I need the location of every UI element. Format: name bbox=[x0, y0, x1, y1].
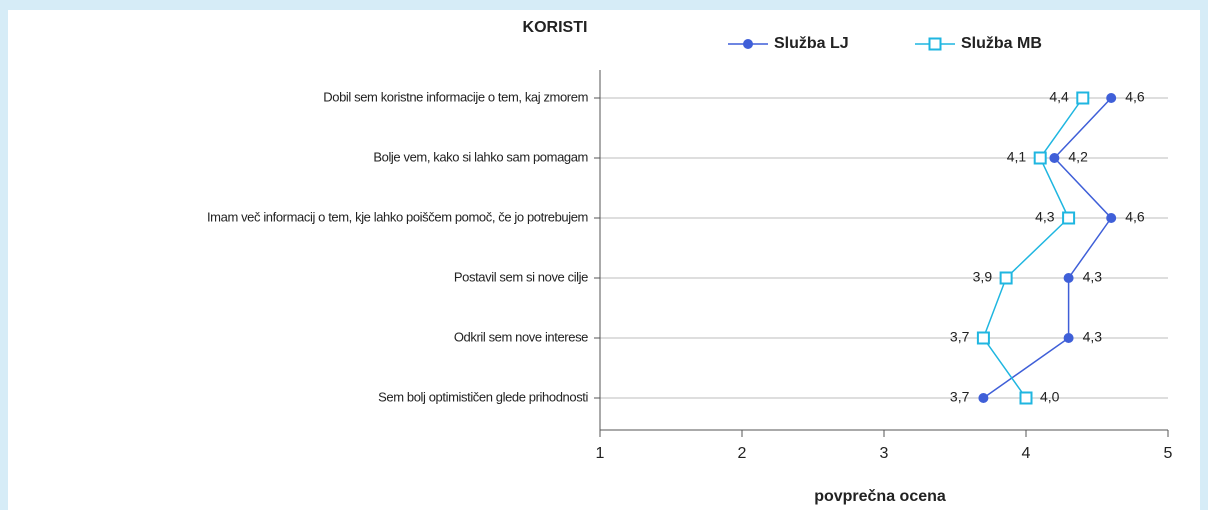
value-label: 4,6 bbox=[1125, 89, 1145, 105]
value-label: 3,7 bbox=[950, 329, 970, 345]
point bbox=[1062, 211, 1076, 225]
point bbox=[1033, 151, 1047, 165]
point bbox=[1063, 333, 1074, 343]
x-axis-label: povprečna ocena bbox=[814, 488, 946, 505]
x-tick-label: 4 bbox=[1022, 445, 1031, 462]
value-label: 4,3 bbox=[1083, 269, 1103, 285]
chart-title: KORISTI bbox=[523, 19, 588, 36]
legend-label: Služba LJ bbox=[774, 35, 849, 52]
value-label: 4,3 bbox=[1083, 329, 1103, 345]
y-tick-label: Bolje vem, kako si lahko sam pomagam bbox=[373, 149, 588, 164]
y-tick-label: Sem bolj optimističen glede prihodnosti bbox=[378, 389, 588, 404]
y-tick-label: Postavil sem si nove cilje bbox=[454, 269, 588, 284]
series-line bbox=[982, 97, 1084, 399]
x-tick-label: 1 bbox=[596, 445, 605, 462]
legend-marker bbox=[743, 39, 753, 49]
value-label: 3,9 bbox=[973, 269, 993, 285]
value-label: 3,7 bbox=[950, 389, 970, 405]
y-tick-label: Dobil sem koristne informacije o tem, ka… bbox=[323, 89, 588, 104]
x-tick-label: 5 bbox=[1164, 445, 1173, 462]
point bbox=[1106, 213, 1117, 223]
x-tick-label: 3 bbox=[880, 445, 889, 462]
point bbox=[1063, 273, 1074, 283]
point bbox=[1049, 153, 1060, 163]
value-label: 4,3 bbox=[1035, 209, 1055, 225]
legend-label: Služba MB bbox=[961, 35, 1042, 52]
y-tick-label: Odkril sem nove interese bbox=[454, 329, 588, 344]
point bbox=[1076, 91, 1090, 105]
value-label: 4,4 bbox=[1049, 89, 1069, 105]
point bbox=[1019, 391, 1033, 405]
y-tick-label: Imam več informacij o tem, kje lahko poi… bbox=[207, 209, 588, 224]
legend-marker bbox=[928, 37, 942, 51]
point bbox=[1106, 93, 1117, 103]
value-label: 4,2 bbox=[1068, 149, 1088, 165]
series-line bbox=[982, 97, 1113, 399]
x-tick-label: 2 bbox=[738, 445, 747, 462]
value-label: 4,1 bbox=[1007, 149, 1027, 165]
plot-background bbox=[8, 10, 1200, 510]
point bbox=[978, 393, 989, 403]
value-label: 4,0 bbox=[1040, 389, 1060, 405]
point bbox=[976, 331, 990, 345]
point bbox=[999, 271, 1013, 285]
value-label: 4,6 bbox=[1125, 209, 1145, 225]
